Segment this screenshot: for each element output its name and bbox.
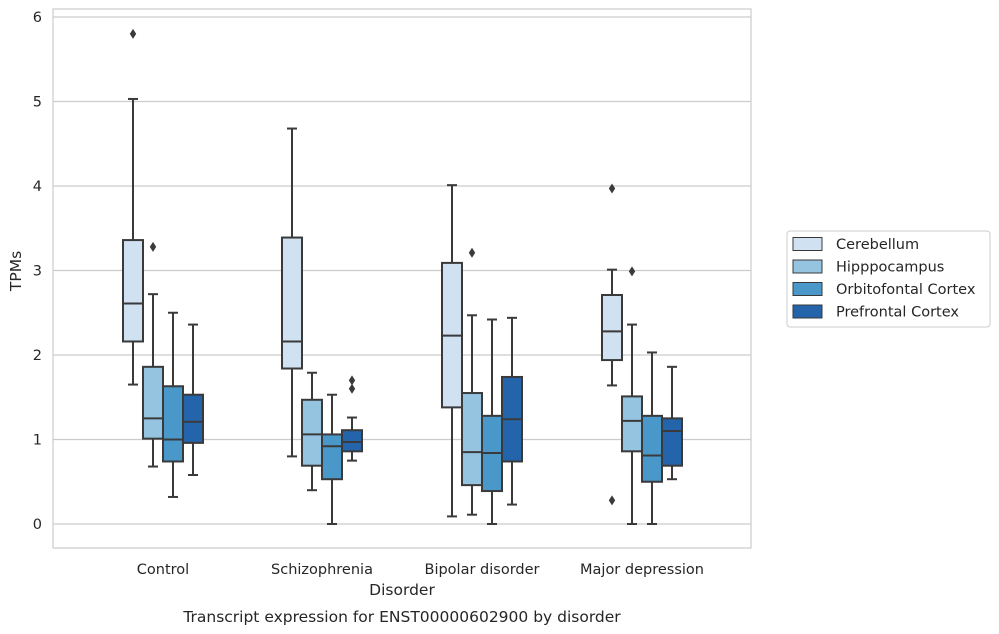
y-tick-label: 2: [33, 348, 42, 364]
box-prefrontal-cortex-major-depression: [661, 365, 683, 481]
box-iqr: [321, 433, 343, 481]
box-hipppocampus-control: [142, 241, 164, 468]
box-iqr: [182, 393, 204, 444]
y-tick-label: 5: [33, 95, 42, 111]
x-axis-label: Disorder: [369, 581, 435, 599]
box-orbitofontal-cortex-major-depression: [641, 351, 663, 525]
box-cerebellum-schizophrenia: [281, 127, 303, 458]
outlier-point: [608, 495, 616, 506]
box-orbitofontal-cortex-bipolar-disorder: [481, 318, 503, 525]
box-iqr: [301, 398, 323, 467]
box-prefrontal-cortex-control: [182, 323, 204, 476]
box-orbitofontal-cortex-schizophrenia: [321, 393, 343, 525]
y-tick-label: 3: [33, 264, 42, 280]
outlier-point: [129, 28, 137, 39]
box-cerebellum-major-depression: [601, 183, 623, 506]
legend-swatch: [792, 259, 823, 274]
x-tick-label: Bipolar disorder: [425, 562, 540, 578]
outlier-point: [608, 183, 616, 194]
box-cerebellum-control: [122, 28, 144, 386]
box-iqr: [142, 365, 164, 440]
box-iqr: [122, 239, 144, 343]
box-iqr: [641, 414, 663, 483]
box-iqr: [162, 385, 184, 463]
legend-swatch: [792, 237, 823, 251]
legend-label: Prefrontal Cortex: [836, 305, 959, 321]
legend-swatch: [792, 304, 823, 319]
box-prefrontal-cortex-schizophrenia: [341, 375, 363, 462]
chart-caption: Transcript expression for ENST0000060290…: [182, 608, 621, 626]
legend-label: Orbitofontal Cortex: [836, 282, 976, 298]
outlier-point: [348, 375, 356, 386]
legend-label: Hipppocampus: [836, 260, 944, 276]
box-iqr: [281, 236, 303, 370]
x-tick-label: Schizophrenia: [271, 562, 373, 578]
legend-label: Cerebellum: [836, 237, 919, 253]
y-axis-label: TPMs: [7, 251, 25, 292]
x-tick-labels: Control Schizophrenia Bipolar disorder Majo…: [137, 562, 704, 578]
y-tick-label: 1: [33, 433, 42, 449]
legend: Cerebellum Hipppocampus Orbitofontal Corte…: [786, 230, 991, 328]
box-iqr: [661, 417, 683, 467]
y-tick-label: 4: [33, 179, 42, 195]
y-tick-label: 6: [33, 10, 42, 26]
outlier-point: [628, 266, 636, 277]
outlier-point: [149, 241, 157, 252]
x-tick-label: Control: [137, 562, 189, 578]
plot-frame: [52, 8, 752, 549]
box-groups: [122, 28, 683, 525]
y-tick-labels: 0 1 2 3 4 5 6: [33, 10, 42, 533]
legend-frame: [786, 230, 991, 328]
y-tick-label: 0: [33, 517, 42, 533]
box-hipppocampus-schizophrenia: [301, 371, 323, 492]
box-iqr: [601, 294, 623, 362]
box-iqr: [461, 392, 483, 487]
outlier-point: [468, 247, 476, 258]
x-tick-label: Major depression: [580, 562, 704, 578]
box-iqr: [341, 429, 363, 453]
outlier-point: [348, 383, 356, 394]
box-iqr: [621, 395, 643, 453]
box-prefrontal-cortex-bipolar-disorder: [501, 316, 523, 506]
legend-swatch: [792, 282, 823, 296]
box-cerebellum-bipolar-disorder: [441, 184, 463, 518]
